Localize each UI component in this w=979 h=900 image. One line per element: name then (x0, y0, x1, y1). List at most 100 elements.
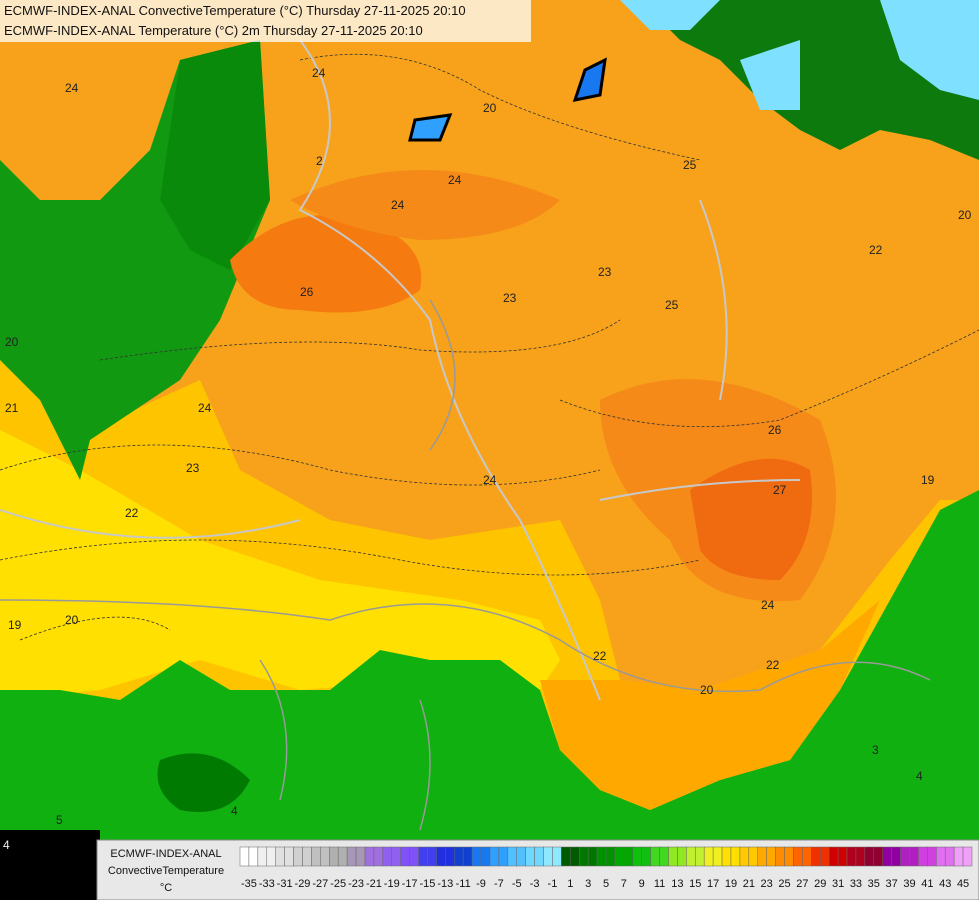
legend-swatch (953, 846, 964, 867)
legend-swatch (784, 846, 794, 867)
legend-title: ConvectiveTemperature (108, 865, 224, 877)
legend-tick-label: 15 (689, 878, 701, 890)
legend-swatch (686, 846, 696, 867)
legend-swatch (614, 846, 625, 867)
legend-tick-label: -35 (241, 878, 257, 890)
legend-swatch (346, 846, 357, 867)
header-line: ECMWF-INDEX-ANAL Temperature (°C) 2m Thu… (4, 23, 423, 38)
legend-swatch (543, 846, 553, 867)
legend-swatch (337, 846, 348, 867)
legend-tick-label: -13 (437, 878, 453, 890)
contour-label: 24 (761, 598, 775, 612)
legend-tick-label: 41 (921, 878, 933, 890)
contour-label: 23 (598, 265, 612, 279)
contour-label: 20 (65, 613, 79, 627)
hot-core-east (690, 458, 812, 580)
isotherm (0, 319, 701, 641)
legend-tick-label: -19 (384, 878, 400, 890)
contour-label: 3 (872, 743, 879, 757)
legend-tick-label: 43 (939, 878, 951, 890)
contour-label: 21 (5, 401, 19, 415)
warm-core-west (230, 215, 422, 313)
contour-label: 19 (8, 618, 22, 632)
legend-swatch (891, 846, 901, 867)
legend-tick-label: -1 (548, 878, 558, 890)
legend-swatch (703, 846, 714, 867)
water-northeast-2 (740, 40, 800, 110)
legend-swatch (730, 846, 741, 867)
contour-label: 19 (921, 473, 935, 487)
legend-swatch (766, 846, 776, 867)
legend-swatch (944, 846, 955, 867)
legend-swatch (570, 846, 580, 867)
legend-swatch (355, 846, 366, 867)
legend-swatch (632, 846, 642, 867)
legend-swatch (605, 846, 616, 867)
cold-spot (408, 113, 453, 142)
contour-label: 22 (593, 649, 607, 663)
legend-swatch (453, 846, 464, 867)
legend-swatch (489, 846, 500, 867)
legend-swatch (587, 846, 598, 867)
legend-swatch (498, 846, 509, 867)
green-northwest-inner (160, 40, 270, 270)
contour-label: 20 (700, 683, 714, 697)
legend-tick-label: 7 (621, 878, 627, 890)
contour (0, 39, 801, 701)
legend-tick-label: 25 (778, 878, 790, 890)
contour-label: 22 (766, 658, 780, 672)
legend-tick-label: 11 (654, 878, 665, 890)
legend-swatch (811, 846, 821, 867)
contour-label: 24 (65, 81, 79, 95)
legend-tick-label: 27 (796, 878, 808, 890)
legend-tick-label: -17 (402, 878, 418, 890)
legend-swatch (382, 846, 393, 867)
legend-swatch (257, 846, 268, 867)
legend-tick-label: 29 (814, 878, 826, 890)
legend-swatch (936, 846, 946, 867)
legend-unit: °C (160, 882, 172, 894)
legend-swatch (927, 846, 937, 867)
legend-swatch (882, 846, 892, 867)
contour-label: 24 (312, 66, 326, 80)
legend-swatch (668, 846, 678, 867)
legend-tick-label: -7 (494, 878, 504, 890)
contour-label: 25 (683, 158, 697, 172)
legend-swatch (900, 846, 910, 867)
legend-tick-label: -11 (456, 878, 471, 890)
contour-label: 24 (448, 173, 462, 187)
legend-tick-label: 45 (957, 878, 969, 890)
legend-tick-label: 3 (585, 878, 591, 890)
legend-swatch (561, 846, 571, 867)
legend-swatch (534, 846, 544, 867)
legend-swatch (739, 846, 750, 867)
legend-swatch (918, 846, 928, 867)
legend-swatch (302, 846, 312, 867)
contour-label: 23 (503, 291, 517, 305)
legend-tick-label: 37 (886, 878, 898, 890)
legend-swatch (516, 846, 526, 867)
contour-label: 24 (483, 473, 497, 487)
legend-swatch (819, 846, 830, 867)
legend-swatch (650, 846, 660, 867)
legend-tick-label: -33 (259, 878, 275, 890)
contour-label: 22 (125, 506, 139, 520)
legend-swatch (293, 846, 303, 867)
contour-label: 26 (300, 285, 314, 299)
legend-swatch (409, 846, 419, 867)
legend-swatch (284, 846, 294, 867)
legend-tick-label: 31 (832, 878, 844, 890)
no-data (0, 830, 100, 900)
legend-swatch (418, 846, 428, 867)
legend-tick-label: 23 (761, 878, 773, 890)
contour-label: 2 (316, 154, 323, 168)
green-south (0, 490, 979, 900)
contour-label: 4 (3, 838, 10, 852)
contour-label: 20 (5, 335, 19, 349)
light-yellow-zone (0, 430, 560, 700)
legend-swatch (909, 846, 919, 867)
legend-swatch (793, 846, 803, 867)
legend-swatch (480, 846, 491, 867)
water-northeast (880, 0, 979, 100)
